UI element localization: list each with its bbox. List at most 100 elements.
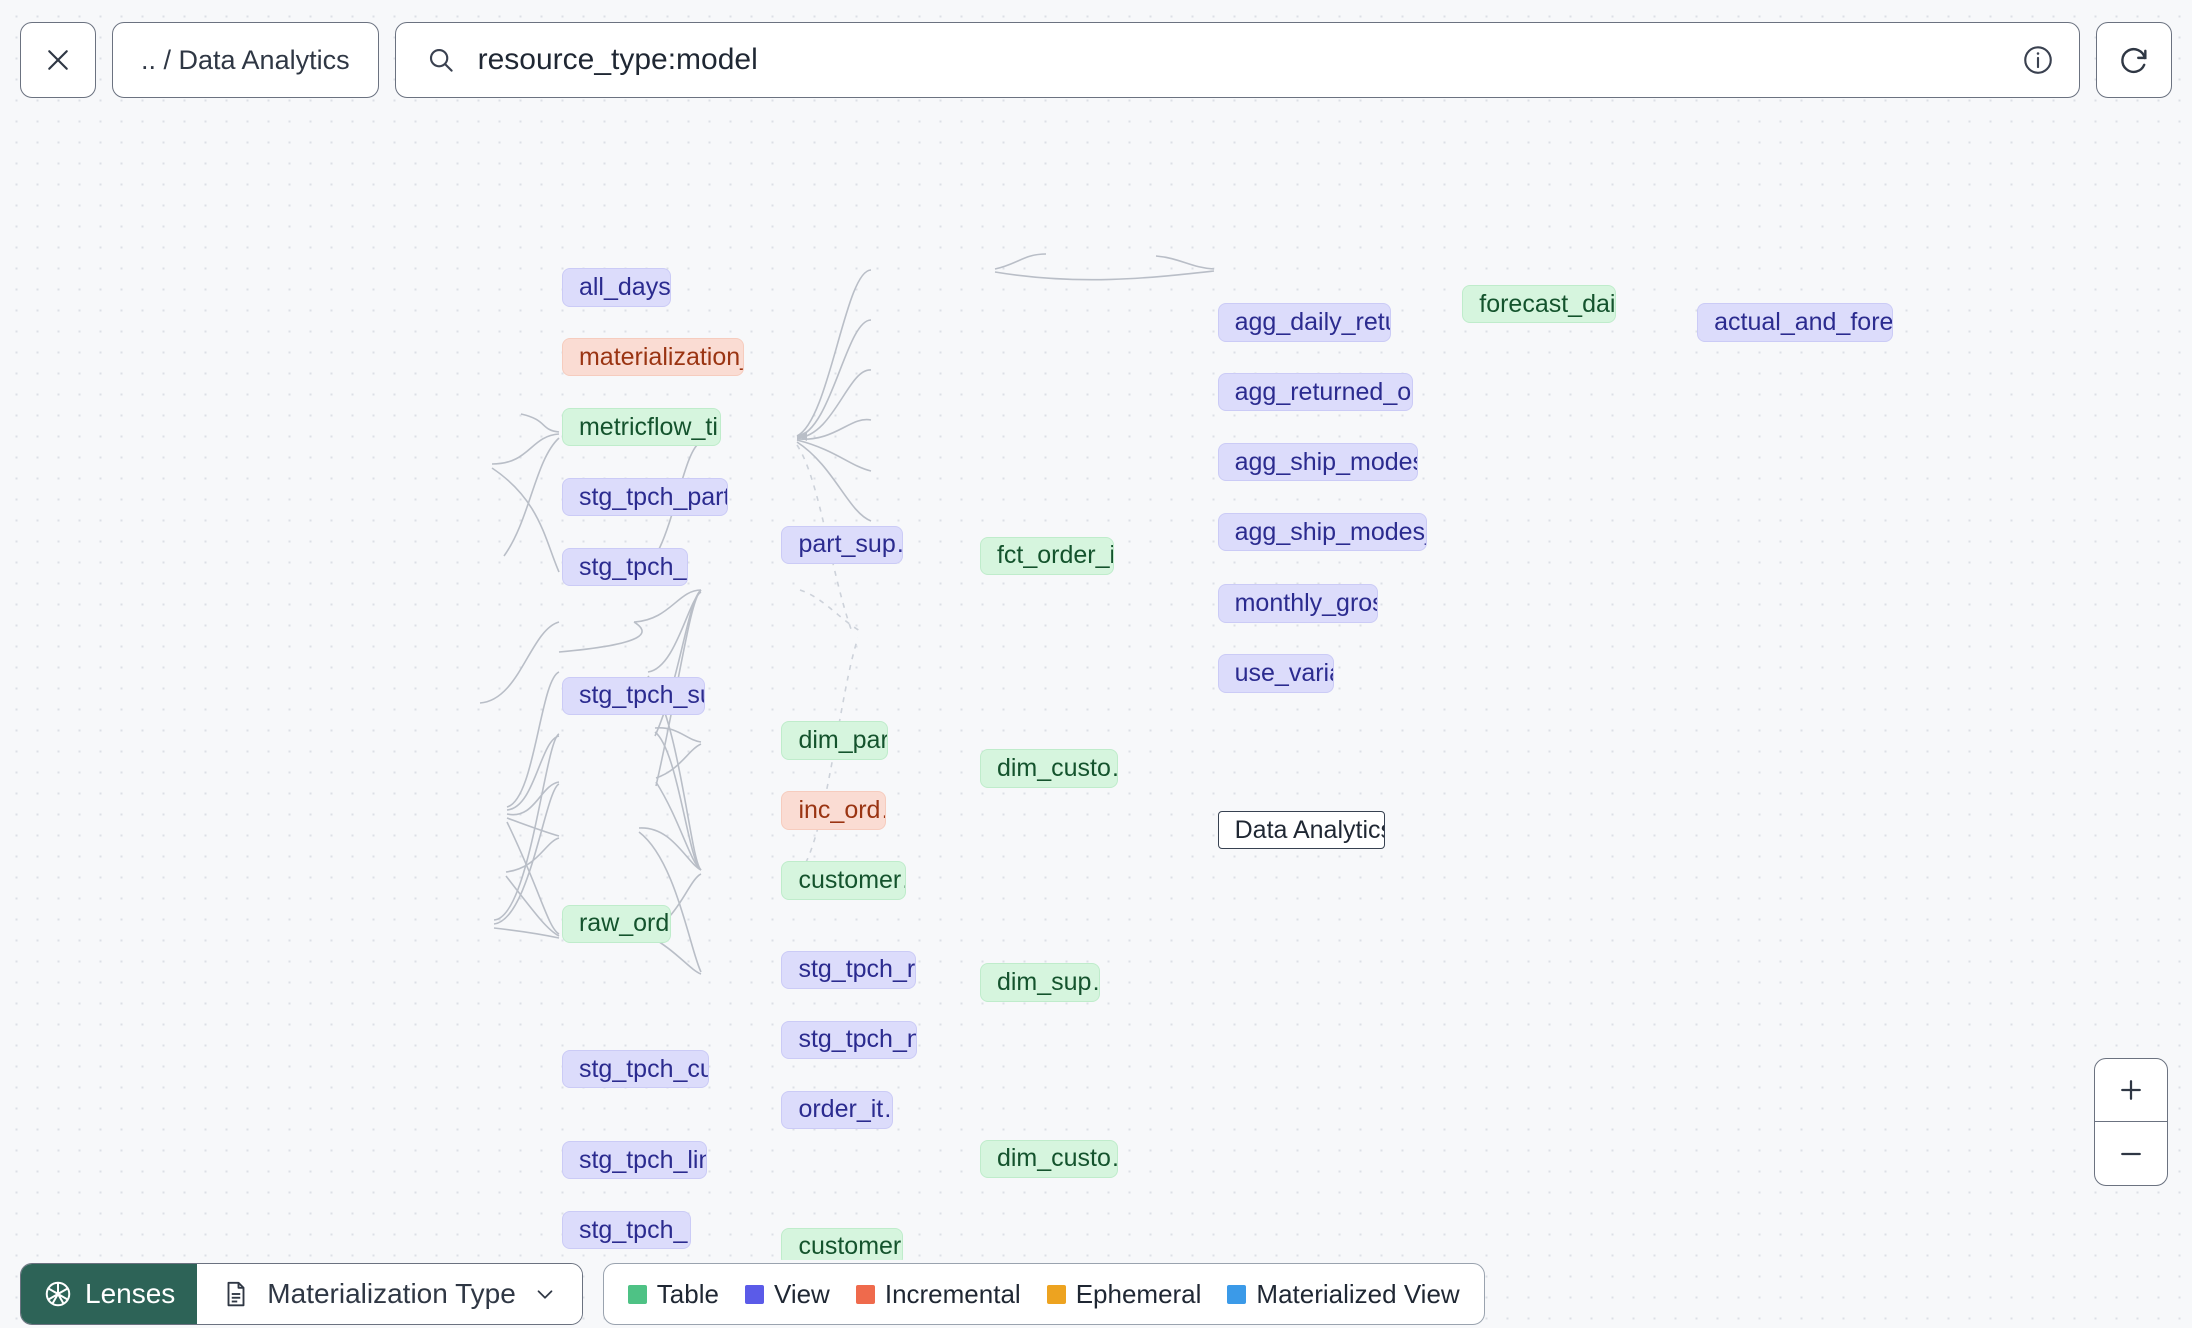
- chevron-down-icon: [537, 1290, 553, 1299]
- graph-node-label: actual_and_foreca…: [1714, 307, 1893, 336]
- legend-label: Materialized View: [1256, 1278, 1460, 1309]
- graph-node-label: stg_tpch_…: [578, 1215, 690, 1244]
- breadcrumb-button[interactable]: .. / Data Analytics: [112, 22, 379, 98]
- graph-node-label: dim_custo…: [996, 1144, 1117, 1173]
- graph-node[interactable]: agg_ship_modes_ha…: [1217, 513, 1428, 552]
- graph-node[interactable]: agg_returned_orde…: [1217, 373, 1414, 412]
- search-value: resource_type:model: [477, 43, 758, 76]
- breadcrumb: .. / Data Analytics: [141, 44, 350, 75]
- graph-node[interactable]: dim_custo…: [979, 749, 1119, 788]
- legend-label: Incremental: [884, 1278, 1021, 1309]
- graph-node[interactable]: customer…: [781, 1227, 904, 1260]
- zoom-in-button[interactable]: [2095, 1059, 2167, 1122]
- materialization-type-label: Materialization Type: [267, 1278, 516, 1309]
- search-input[interactable]: resource_type:model: [394, 22, 2080, 98]
- legend-swatch: [1046, 1284, 1066, 1304]
- legend-item[interactable]: Materialized View: [1227, 1278, 1460, 1310]
- graph-node[interactable]: stg_tpch_cu…: [561, 1050, 709, 1089]
- legend-item[interactable]: Incremental: [855, 1278, 1021, 1310]
- graph-node[interactable]: all_days: [561, 268, 671, 307]
- graph-node-label: order_it…: [798, 1095, 892, 1124]
- graph-node[interactable]: stg_tpch_n…: [781, 1020, 918, 1060]
- legend-label: Ephemeral: [1075, 1278, 1202, 1309]
- graph-node[interactable]: dim_parts: [781, 721, 888, 760]
- zoom-controls: [2094, 1058, 2168, 1186]
- refresh-button[interactable]: [2096, 22, 2172, 98]
- graph-node[interactable]: stg_tpch_part_…: [561, 478, 729, 517]
- graph-node[interactable]: agg_daily_retur…: [1217, 303, 1391, 342]
- lenses-button[interactable]: Lenses: [21, 1264, 198, 1324]
- graph-node[interactable]: stg_tpch_r…: [781, 950, 916, 990]
- refresh-icon: [2121, 48, 2147, 74]
- graph-node[interactable]: stg_tpch_…: [561, 548, 688, 587]
- graph-node-label: agg_ship_modes_ha…: [1234, 517, 1427, 546]
- graph-node-label: customer…: [798, 1232, 902, 1260]
- zoom-out-button[interactable]: [2095, 1122, 2167, 1185]
- legend-label: View: [773, 1278, 830, 1309]
- close-icon: [48, 50, 68, 70]
- graph-node-label: Data Analytics | …: [1234, 815, 1386, 844]
- legend-swatch: [744, 1284, 764, 1304]
- graph-node[interactable]: actual_and_foreca…: [1697, 303, 1893, 342]
- graph-node[interactable]: forecast_daily…: [1462, 285, 1617, 324]
- edge-layer: [479, 253, 1215, 975]
- graph-node[interactable]: raw_ord…: [561, 904, 671, 943]
- graph-node-label: metricflow_ti…: [578, 412, 720, 441]
- minus-icon: [2121, 1152, 2141, 1155]
- legend-item[interactable]: View: [744, 1278, 830, 1310]
- graph-node[interactable]: use_varia…: [1217, 654, 1334, 693]
- info-icon[interactable]: [2021, 43, 2055, 77]
- graph-node[interactable]: order_it…: [781, 1090, 894, 1129]
- graph-node-label: dim_custo…: [996, 754, 1117, 783]
- search-icon: [429, 48, 453, 72]
- graph-node[interactable]: monthly_gross…: [1217, 584, 1379, 623]
- legend-swatch: [627, 1284, 647, 1304]
- legend-item[interactable]: Table: [627, 1278, 719, 1310]
- graph-node-label: stg_tpch_lin…: [578, 1145, 706, 1174]
- graph-node[interactable]: customer…: [781, 861, 906, 900]
- graph-node-label: stg_tpch_part_…: [578, 482, 727, 511]
- lens-group: Lenses Materialization Type: [20, 1263, 583, 1325]
- graph-node[interactable]: agg_ship_modes_d…: [1217, 443, 1418, 482]
- graph-node-label: agg_daily_retur…: [1234, 307, 1390, 336]
- legend-item[interactable]: Ephemeral: [1046, 1278, 1202, 1310]
- materialization-type-dropdown[interactable]: Materialization Type: [197, 1264, 582, 1324]
- graph-node-label: stg_tpch_cu…: [578, 1054, 708, 1083]
- graph-node-label: stg_tpch_…: [578, 552, 688, 581]
- close-button[interactable]: [20, 22, 96, 98]
- graph-node[interactable]: stg_tpch_…: [561, 1211, 691, 1250]
- lineage-canvas[interactable]: all_days materialization_i… metricflow_ti……: [0, 120, 2192, 1260]
- graph-node-label: forecast_daily…: [1479, 289, 1616, 318]
- graph-node[interactable]: dim_custo…: [979, 1139, 1119, 1178]
- graph-node[interactable]: fct_order_i…: [979, 536, 1115, 576]
- graph-node-label: agg_ship_modes_d…: [1234, 447, 1417, 476]
- legend-swatch: [855, 1284, 875, 1304]
- graph-node[interactable]: stg_tpch_su…: [561, 676, 705, 715]
- graph-node[interactable]: dim_sup…: [979, 963, 1101, 1002]
- graph-node-label: use_varia…: [1234, 658, 1333, 687]
- graph-node-label: stg_tpch_su…: [578, 681, 704, 710]
- graph-node[interactable]: materialization_i…: [561, 338, 744, 377]
- graph-node-label: inc_ord…: [798, 796, 885, 825]
- graph-node-label: monthly_gross…: [1234, 589, 1378, 618]
- lenses-label: Lenses: [85, 1278, 176, 1309]
- graph-node[interactable]: part_sup…: [781, 525, 904, 564]
- graph-node-label: fct_order_i…: [996, 541, 1113, 570]
- legend-label: Table: [656, 1278, 719, 1309]
- graph-node[interactable]: inc_ord…: [781, 791, 887, 830]
- graph-node-label: agg_returned_orde…: [1234, 377, 1413, 406]
- plus-icon: [2121, 1080, 2141, 1100]
- graph-node-label: customer…: [798, 865, 904, 894]
- graph-node-label: stg_tpch_r…: [798, 955, 916, 984]
- graph-node[interactable]: Data Analytics | …: [1217, 810, 1386, 850]
- graph-node-label: all_days: [578, 272, 671, 301]
- aperture-icon: [45, 1281, 71, 1307]
- graph-node[interactable]: stg_tpch_lin…: [561, 1141, 708, 1180]
- graph-node-label: dim_sup…: [996, 968, 1099, 997]
- graph-node-label: raw_ord…: [578, 909, 670, 938]
- graph-node[interactable]: metricflow_ti…: [561, 408, 722, 447]
- graph-node-label: part_sup…: [798, 530, 902, 559]
- legend-swatch: [1227, 1284, 1247, 1304]
- bottom-toolbar: Lenses Materialization Type Table View Inc…: [0, 1260, 2192, 1328]
